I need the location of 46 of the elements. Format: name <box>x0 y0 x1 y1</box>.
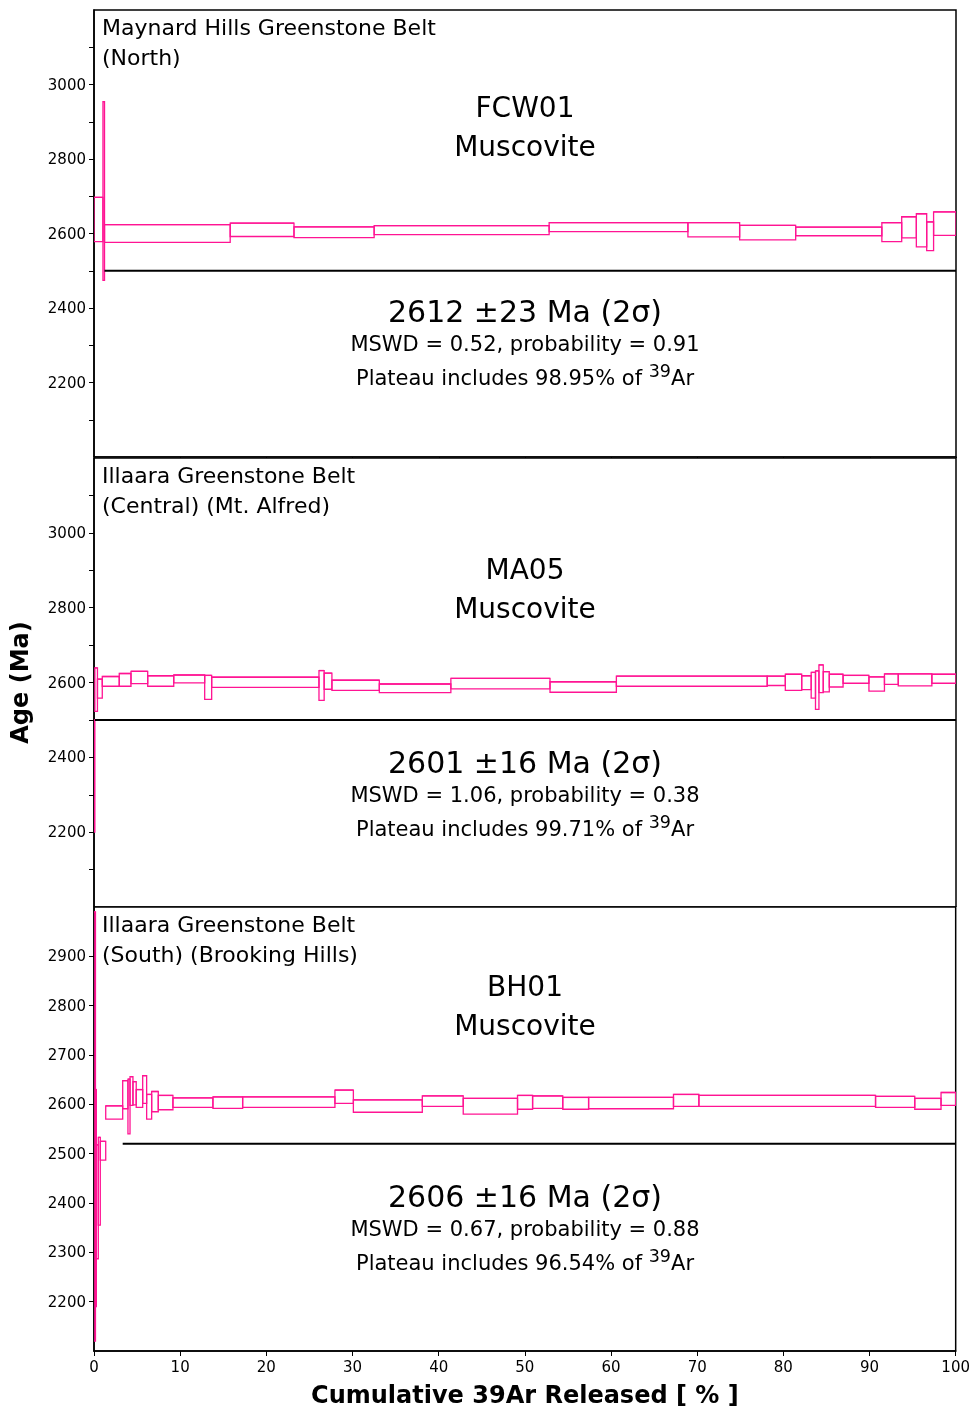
annotation: MSWD = 0.67, probability = 0.88 <box>349 1216 701 1243</box>
annotation: Plateau includes 99.71% of $^{39}$Ar <box>355 811 695 843</box>
x-tick-label: 40 <box>429 1357 449 1376</box>
y-tick-label: 2200 <box>47 823 86 842</box>
annotation: Plateau includes 98.95% of $^{39}$Ar <box>355 360 695 392</box>
x-tick-label: 0 <box>89 1357 99 1376</box>
y-tick-label: 3000 <box>47 523 86 542</box>
y-tick-label: 2400 <box>47 1194 86 1212</box>
y-tick-label: 2700 <box>47 1046 86 1064</box>
x-tick-label: 70 <box>687 1357 707 1376</box>
y-tick-label: 2400 <box>47 299 86 317</box>
y-tick-label: 2500 <box>47 1144 86 1163</box>
y-tick-label: 2800 <box>47 598 86 617</box>
x-tick-label: 60 <box>601 1357 621 1376</box>
text: Illaara Greenstone Belt (South) (Brooking Hills) <box>102 911 358 969</box>
y-tick-label: 2300 <box>47 1243 86 1262</box>
x-tick-label: 20 <box>256 1357 276 1376</box>
y-tick-label: 2200 <box>47 373 86 392</box>
x-tick-label: 100 <box>941 1357 971 1376</box>
y-tick-label: 2800 <box>47 150 86 168</box>
x-axis-title: Cumulative 39Ar Released [ % ] <box>311 1381 739 1409</box>
y-tick-label: 2900 <box>47 947 86 966</box>
y-tick-label: 2600 <box>47 673 86 692</box>
text: Illaara Greenstone Belt (Central) (Mt. Alfred) <box>102 462 356 520</box>
y-tick-label: 2400 <box>47 748 86 767</box>
annotation: 2601 ±16 Ma (2σ) <box>386 744 663 782</box>
annotation: 2606 ±16 Ma (2σ) <box>386 1178 663 1216</box>
x-tick-label: 90 <box>859 1357 880 1376</box>
annotation: Plateau includes 96.54% of $^{39}$Ar <box>355 1245 695 1277</box>
text: Maynard Hills Greenstone Belt (North) <box>102 14 436 72</box>
x-tick-label: 10 <box>170 1357 190 1376</box>
text: FCW01 Muscovite <box>453 90 597 165</box>
y-tick-label: 2600 <box>47 1095 86 1114</box>
x-tick-label: 80 <box>773 1357 793 1376</box>
text: MA05 Muscovite <box>453 552 597 627</box>
y-tick-label: 2200 <box>47 1292 86 1311</box>
y-tick-label: 3000 <box>47 75 86 94</box>
y-axis-title: Age (Ma) <box>6 621 34 744</box>
annotation: MSWD = 0.52, probability = 0.91 <box>349 331 701 358</box>
y-tick-label: 2600 <box>47 224 86 243</box>
text: BH01 Muscovite <box>453 969 597 1044</box>
annotation: MSWD = 1.06, probability = 0.38 <box>349 782 701 809</box>
annotation: 2612 ±23 Ma (2σ) <box>386 293 663 331</box>
x-tick-label: 30 <box>342 1357 363 1376</box>
y-tick-label: 2800 <box>47 996 86 1015</box>
x-tick-label: 50 <box>515 1357 535 1376</box>
